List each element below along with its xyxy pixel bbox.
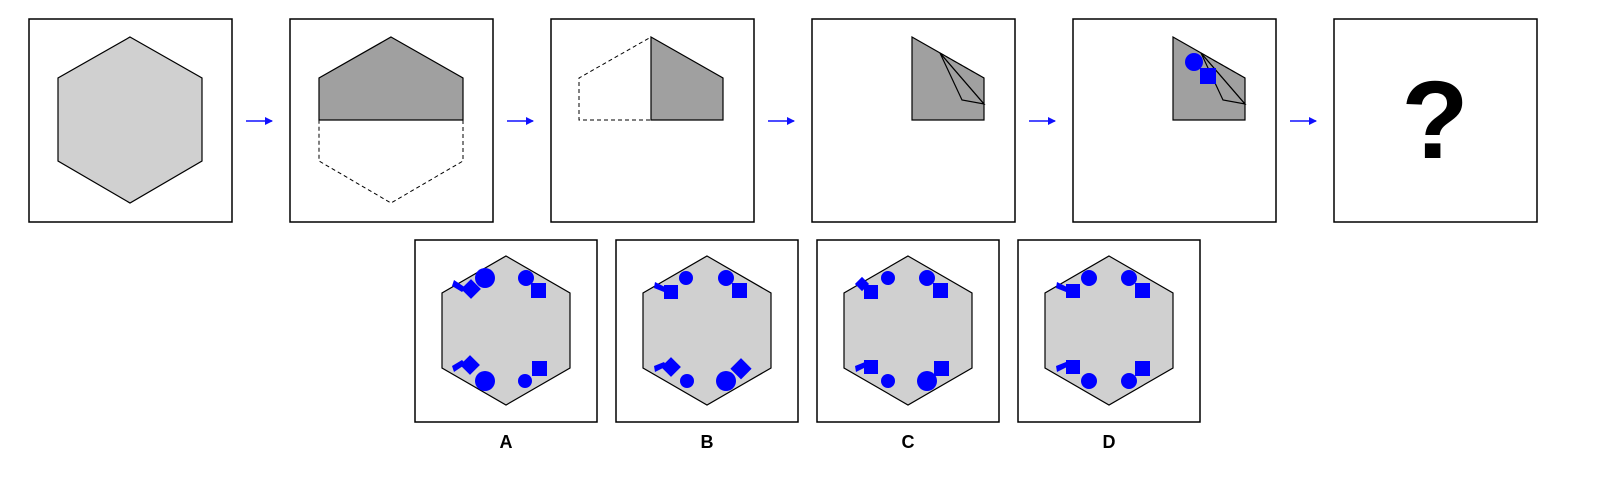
step-3-panel [550,18,755,223]
dashed-left-outline [578,36,652,121]
option-label-d[interactable]: D [1103,432,1116,452]
question-panel: ? [1333,18,1538,223]
option-a[interactable] [414,239,598,423]
step-2-panel [289,18,494,223]
step-1-panel [28,18,233,223]
option-label-b[interactable]: B [701,432,714,452]
circle-hole-mark [1185,53,1203,71]
step-5-panel [1072,18,1277,223]
dashed-corner-outline [1200,52,1246,104]
question-mark: ? [1401,59,1468,182]
dashed-corner-outline [939,52,985,104]
folded-right-quarter [650,35,724,121]
option-c[interactable] [816,239,1000,423]
step-4-panel [811,18,1016,223]
hexagon-shape [57,36,203,204]
folded-top-half [318,36,464,121]
option-label-a[interactable]: A [500,432,513,452]
option-b[interactable] [615,239,799,423]
square-hole-mark [1200,68,1216,84]
option-label-c[interactable]: C [902,432,915,452]
option-d[interactable] [1017,239,1201,423]
